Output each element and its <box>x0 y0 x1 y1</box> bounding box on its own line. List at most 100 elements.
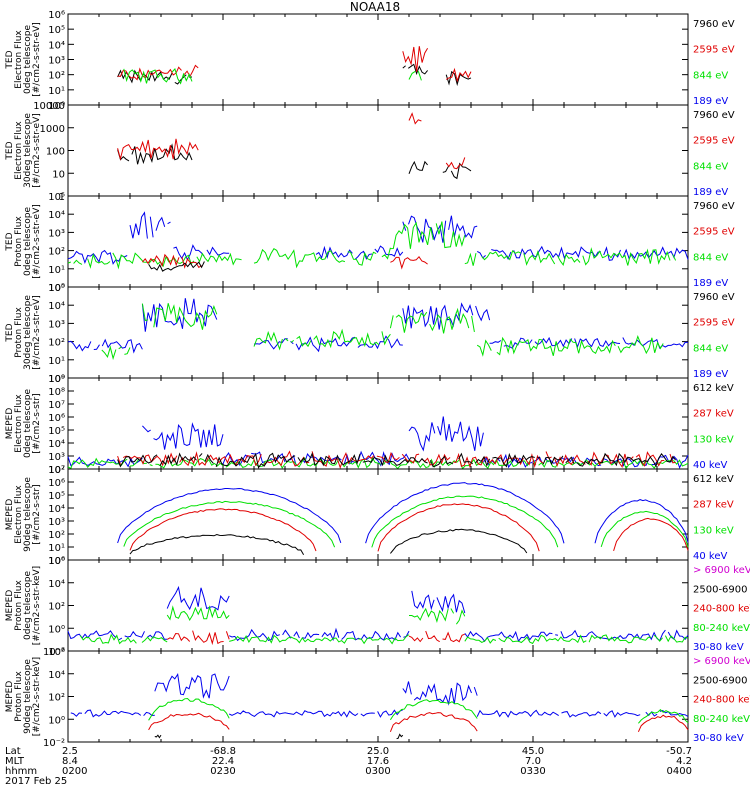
y-tick-label: 10² <box>48 247 65 258</box>
y-axis-label: Electron Flux <box>14 30 24 89</box>
series-line <box>408 70 422 81</box>
y-tick-label: 10² <box>48 602 65 613</box>
series-line <box>476 709 689 718</box>
x-tick-label: 45.0 <box>522 746 544 757</box>
series-line <box>130 213 173 239</box>
series-line <box>253 247 391 269</box>
legend-entry: 7960 eV <box>693 292 735 303</box>
legend-entry: 7960 eV <box>693 19 735 30</box>
series-line <box>377 503 540 552</box>
series-line <box>67 630 168 641</box>
series-line <box>117 487 342 544</box>
y-tick-label: 10² <box>48 465 65 476</box>
series-line <box>389 712 478 732</box>
series-line <box>476 335 664 357</box>
y-axis-label: [#/cm2-s-str-eV] <box>32 22 42 97</box>
series-line <box>228 627 410 642</box>
y-axis-label: [#/cm2-s-str] <box>32 484 42 544</box>
y-tick-label: 10³ <box>48 319 65 330</box>
legend-entry: 2595 eV <box>693 45 735 56</box>
legend-entry: 30-80 keV <box>693 733 744 744</box>
y-tick-label: 10⁴ <box>48 579 65 590</box>
legend-entry: 189 eV <box>693 369 728 380</box>
series-line <box>390 528 528 554</box>
y-tick-label: 10³ <box>48 56 65 67</box>
legend-entry: 844 eV <box>693 252 728 263</box>
y-tick-label: 10⁶ <box>48 478 65 489</box>
series-line <box>637 714 689 733</box>
x-tick-label: 2.5 <box>62 746 78 757</box>
series-line <box>408 112 422 125</box>
legend-entry: 844 eV <box>693 70 728 81</box>
series-line <box>142 422 224 450</box>
x-tick-label: 17.6 <box>367 756 389 767</box>
series-line <box>445 67 472 83</box>
series-line <box>148 712 230 731</box>
y-axis-label: 90deg telescope <box>23 477 33 552</box>
y-axis-label: [#/cm2-s-str] <box>32 393 42 453</box>
legend-entry: 130 keV <box>693 434 734 445</box>
legend-entry: 189 eV <box>693 187 728 198</box>
y-axis-label: TED <box>5 323 15 342</box>
y-axis-label: MEPED <box>5 590 15 622</box>
y-tick-label: 10⁸ <box>48 387 65 398</box>
x-tick-label: 25.0 <box>367 746 389 757</box>
series-line <box>154 673 230 699</box>
series-line <box>464 629 689 643</box>
y-axis-label: Proton Flux <box>14 216 24 267</box>
series-line <box>402 63 428 76</box>
series-line <box>141 298 218 332</box>
y-tick-label: 10² <box>48 693 65 704</box>
y-axis-label: TED <box>5 141 15 160</box>
y-axis-label: Proton Flux <box>14 580 24 631</box>
series-line <box>229 634 410 645</box>
panel-frame <box>67 468 689 561</box>
x-tick-label: 8.4 <box>62 756 78 767</box>
series-line <box>148 261 205 272</box>
y-axis-label: Electron Flux <box>14 485 24 544</box>
legend-entry: > 6900 keV <box>693 565 750 576</box>
x-tick-label: 7.0 <box>525 756 541 767</box>
legend-entry: 7960 eV <box>693 201 735 212</box>
y-tick-label: 10⁰ <box>48 283 65 294</box>
panel-frame <box>67 286 689 379</box>
y-tick-label: 10⁴ <box>48 670 65 681</box>
series-line <box>402 46 429 72</box>
series-line <box>409 607 466 625</box>
legend-entry: 240-800 keV <box>693 604 750 615</box>
y-tick-label: 10 <box>52 169 65 180</box>
legend-entry: 2500-6900 <box>693 584 748 595</box>
legend-entry: 844 eV <box>693 161 728 172</box>
y-axis-label: [#/cm2-s-str-eV] <box>32 295 42 370</box>
legend-entry: 7960 eV <box>693 110 735 121</box>
series-line <box>371 495 559 548</box>
x-tick-label: 0200 <box>62 766 87 777</box>
y-tick-label: 10⁰ <box>48 715 65 726</box>
y-tick-label: 10⁵ <box>48 491 65 502</box>
legend-entry: 2500-6900 <box>693 675 748 686</box>
panel-frame <box>67 650 689 743</box>
series-line <box>411 590 466 614</box>
legend-entry: 80-240 keV <box>693 623 750 634</box>
y-tick-label: 10⁵ <box>48 25 65 36</box>
y-tick-label: 10⁶ <box>48 10 65 21</box>
y-tick-label: 10⁴ <box>48 439 65 450</box>
x-row-label: Lat <box>5 746 21 757</box>
series-line <box>464 634 689 645</box>
y-tick-label: 10⁹ <box>48 374 65 385</box>
y-axis-label: TED <box>5 50 15 69</box>
panel-frame <box>67 195 689 288</box>
y-axis-label: TED <box>5 232 15 251</box>
legend-entry: 30-80 keV <box>693 642 744 653</box>
legend-entry: 844 eV <box>693 343 728 354</box>
legend-entry: 189 eV <box>693 96 728 107</box>
series-line <box>390 221 466 250</box>
y-tick-label: 10⁵ <box>48 283 65 294</box>
legend-entry: 2595 eV <box>693 136 735 147</box>
y-tick-label: 10² <box>48 530 65 541</box>
y-tick-label: 10¹ <box>48 543 65 554</box>
x-tick-label: 0300 <box>365 766 390 777</box>
x-tick-label: 0400 <box>667 766 692 777</box>
series-line <box>123 68 193 85</box>
